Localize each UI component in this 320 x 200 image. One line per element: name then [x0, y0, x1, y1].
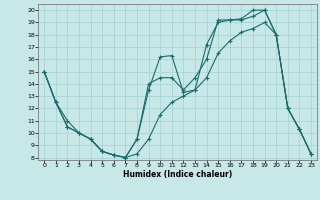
X-axis label: Humidex (Indice chaleur): Humidex (Indice chaleur): [123, 170, 232, 179]
